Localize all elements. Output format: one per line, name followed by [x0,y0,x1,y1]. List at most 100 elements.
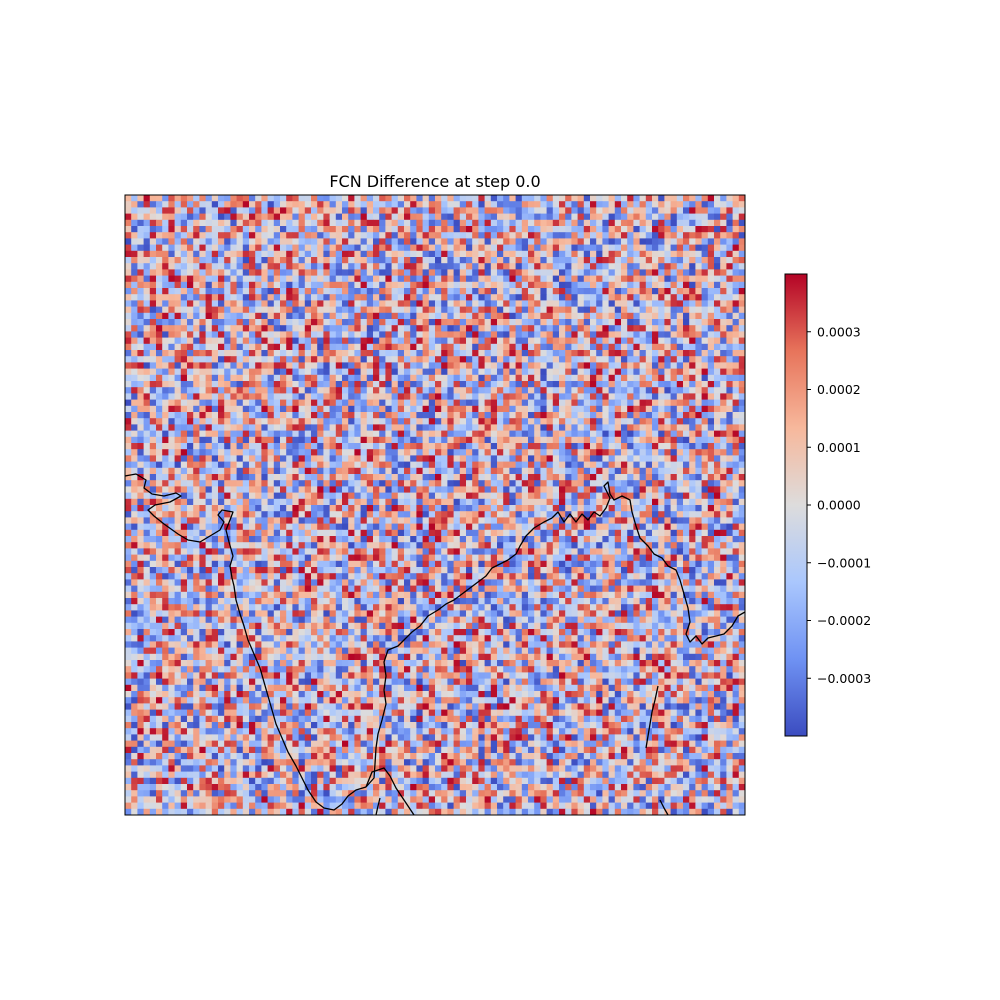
heatmap-cell [732,399,740,407]
heatmap-cell [137,405,144,413]
heatmap-cell [137,288,144,295]
heatmap-cell [652,294,659,301]
heatmap-cell [546,294,554,301]
heatmap-cell [639,331,647,338]
heatmap-cell [540,356,547,363]
heatmap-cell [707,368,715,376]
heatmap-cell [218,356,225,363]
heatmap-cell [738,350,746,357]
heatmap-cell [224,325,231,332]
heatmap-cell [317,288,324,295]
heatmap-cell [515,343,523,351]
heatmap-cell [459,288,467,295]
heatmap-cell [236,474,244,481]
heatmap-cell [707,418,715,425]
heatmap-cell [137,331,144,338]
heatmap-cell [683,461,690,469]
heatmap-cell [242,381,250,388]
heatmap-cell [149,424,157,431]
heatmap-cell [422,343,430,351]
heatmap-cell [242,244,250,252]
heatmap-cell [255,312,262,320]
heatmap-cell [714,300,721,307]
heatmap-cell [472,300,479,307]
heatmap-cell [472,226,479,233]
heatmap-cell [490,269,498,276]
heatmap-cell [335,461,343,469]
heatmap-cell [416,461,423,469]
heatmap-cell [478,436,485,444]
heatmap-cell [143,219,151,227]
heatmap-cell [633,461,640,469]
heatmap-cell [205,244,213,252]
heatmap-cell [707,412,715,419]
heatmap-cell [193,368,200,376]
heatmap-cell [416,492,423,500]
heatmap-cell [738,399,746,407]
heatmap-cell [335,399,343,407]
heatmap-cell [236,418,244,425]
heatmap-cell [546,374,554,382]
heatmap-cell [329,300,337,307]
heatmap-cell [509,356,516,363]
heatmap-cell [639,219,647,227]
heatmap-cell [379,201,386,208]
heatmap-cell [490,319,498,326]
heatmap-cell [360,213,368,221]
heatmap-cell [552,275,560,283]
heatmap-cell [354,443,361,450]
heatmap-cell [720,232,727,239]
heatmap-cell [497,213,504,221]
heatmap-cell [720,244,727,252]
heatmap-cell [180,387,188,394]
heatmap-cell [509,474,516,481]
heatmap-cell [193,300,200,307]
heatmap-cell [329,257,337,264]
heatmap-cell [311,480,318,487]
heatmap-cell [410,418,417,425]
heatmap-cell [360,275,368,283]
heatmap-cell [187,312,194,320]
heatmap-cell [441,461,448,469]
heatmap-cell [701,195,709,202]
heatmap-cell [614,195,622,202]
heatmap-cell [441,368,448,376]
heatmap-cell [577,300,585,307]
heatmap-cell [329,449,337,456]
heatmap-cell [137,356,144,363]
heatmap-cell [180,399,188,407]
heatmap-cell [168,405,175,413]
heatmap-cell [602,343,609,351]
heatmap-cell [583,368,591,376]
heatmap-cell [242,238,250,245]
heatmap-cell [676,343,684,351]
heatmap-cell [131,486,138,493]
heatmap-cell [583,362,591,369]
heatmap-cell [627,492,634,500]
heatmap-cell [435,393,442,400]
heatmap-cell [627,294,634,301]
heatmap-cell [614,325,622,332]
heatmap-cell [131,250,138,258]
heatmap-cell [652,467,659,475]
heatmap-cell [658,374,665,382]
heatmap-cell [590,480,597,487]
heatmap-cell [596,263,603,270]
heatmap-cell [255,275,262,283]
heatmap-cell [205,226,213,233]
heatmap-cell [323,306,330,314]
heatmap-cell [552,436,560,444]
heatmap-cell [497,449,504,456]
heatmap-cell [714,381,721,388]
heatmap-cell [695,362,702,369]
heatmap-cell [695,461,702,469]
heatmap-cell [193,492,200,500]
heatmap-cell [404,418,411,425]
heatmap-cell [689,281,696,289]
heatmap-cell [658,449,665,456]
heatmap-cell [391,275,399,283]
heatmap-cell [224,467,231,475]
heatmap-cell [565,294,572,301]
heatmap-cell [249,219,256,227]
heatmap-cell [546,480,554,487]
